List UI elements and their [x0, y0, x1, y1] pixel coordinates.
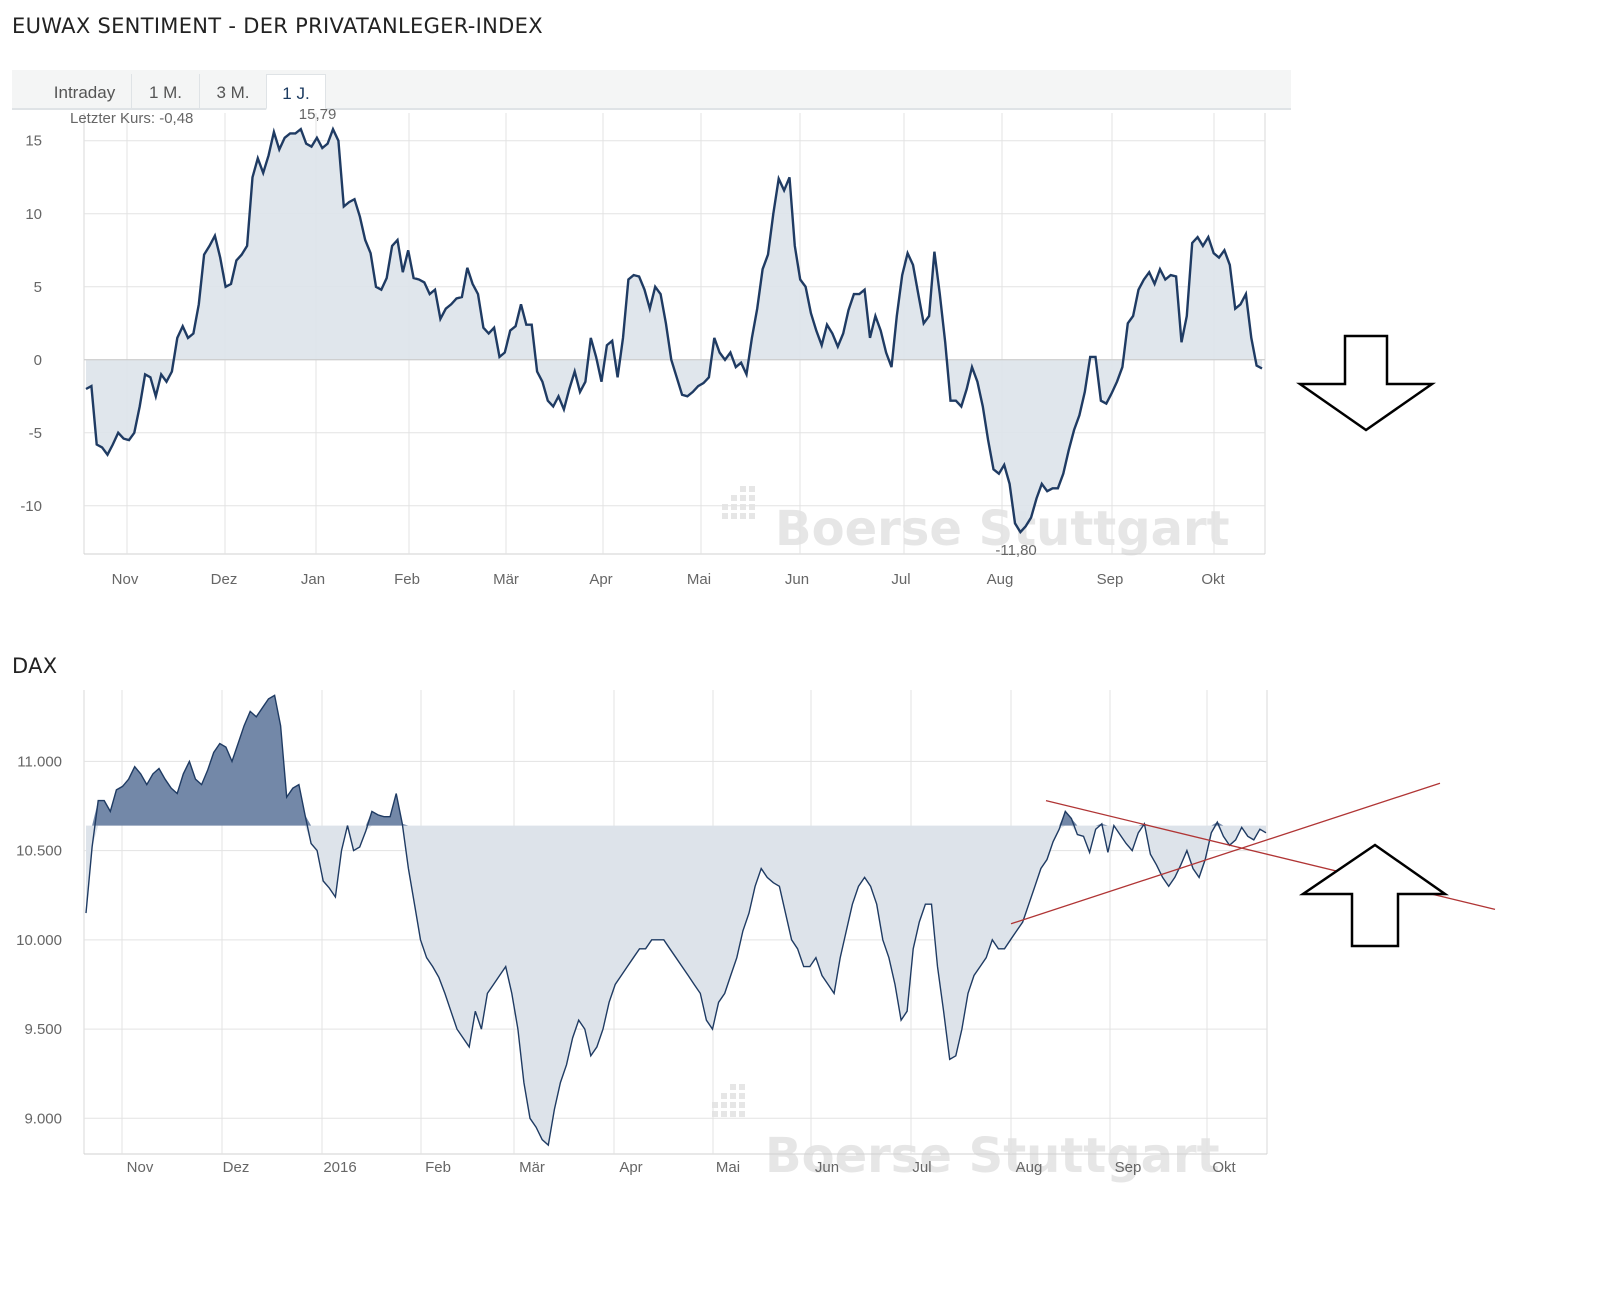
tab-3-months[interactable]: 3 M.: [216, 83, 250, 102]
logo-dot: [731, 504, 737, 510]
logo-dot: [721, 1111, 727, 1117]
x-tick-label: Jun: [785, 571, 809, 588]
x-tick-label: Mai: [687, 571, 711, 588]
x-axis: Nov Dez Jan Feb Mär Apr Mai Jun Jul Aug Sep Okt: [112, 571, 1226, 588]
logo-dot: [740, 504, 746, 510]
x-tick-label: Aug: [1016, 1159, 1043, 1176]
x-tick-label: Jul: [891, 571, 910, 588]
watermark-text: Boerse Stuttgart: [765, 1128, 1220, 1184]
trendlines: [1010, 782, 1496, 925]
logo-dot: [731, 495, 737, 501]
dax-title: DAX: [12, 654, 58, 678]
min-label: -11,80: [995, 542, 1036, 559]
y-tick-label: 15: [25, 133, 42, 150]
x-tick-label: Apr: [619, 1159, 642, 1176]
x-axis: Nov Dez 2016 Feb Mär Apr Mai Jun Jul Aug Sep Okt: [127, 1159, 1237, 1176]
y-tick-label: 0: [34, 352, 42, 369]
x-tick-label: Feb: [425, 1159, 451, 1176]
x-tick-label: Sep: [1115, 1159, 1142, 1176]
logo-dot: [721, 1093, 727, 1099]
x-tick-label: Jul: [912, 1159, 931, 1176]
logo-dot: [749, 486, 755, 492]
y-tick-label: 10.500: [16, 843, 62, 860]
tab-1-year[interactable]: 1 J.: [266, 74, 326, 110]
timeframe-tabs: Intraday 1 M. 3 M. 1 J.: [12, 70, 1291, 110]
logo-dot: [731, 513, 737, 519]
x-tick-label: Dez: [211, 571, 238, 588]
tab-intraday[interactable]: Intraday: [38, 74, 132, 110]
logo-dot: [749, 495, 755, 501]
x-tick-label: Okt: [1212, 1159, 1236, 1176]
x-tick-label: Sep: [1097, 571, 1124, 588]
x-tick-label: Nov: [112, 571, 139, 588]
tab-1-month[interactable]: 1 M.: [132, 74, 200, 110]
y-tick-label: -10: [20, 498, 42, 515]
logo-dot: [739, 1111, 745, 1117]
sentiment-title: EUWAX SENTIMENT - DER PRIVATANLEGER-INDE…: [12, 14, 543, 38]
x-tick-label: Dez: [223, 1159, 250, 1176]
logo-dot: [712, 1102, 718, 1108]
max-label: 15,79: [299, 106, 337, 123]
x-tick-label: Apr: [589, 571, 612, 588]
x-tick-label: 2016: [323, 1159, 356, 1176]
logo-dot: [722, 513, 728, 519]
y-tick-label: 10: [25, 206, 42, 223]
boerse-logo-icon: [722, 486, 755, 519]
last-price-label: Letzter Kurs: -0,48: [70, 110, 193, 127]
series-area-above: [86, 695, 1266, 826]
series-line: [85, 694, 1267, 1147]
logo-dot: [722, 504, 728, 510]
logo-dot: [739, 1084, 745, 1090]
logo-dot: [749, 513, 755, 519]
x-tick-label: Nov: [127, 1159, 154, 1176]
y-tick-label: 9.000: [24, 1110, 62, 1127]
x-tick-label: Feb: [394, 571, 420, 588]
y-tick-label: 11.000: [17, 753, 62, 770]
logo-dot: [730, 1102, 736, 1108]
logo-dot: [749, 504, 755, 510]
y-tick-label: 9.500: [24, 1021, 62, 1038]
logo-dot: [721, 1102, 727, 1108]
boerse-logo-icon: [712, 1084, 745, 1117]
logo-dot: [730, 1111, 736, 1117]
y-axis: -10 -5 0 5 10 15: [20, 133, 42, 515]
logo-dot: [740, 486, 746, 492]
x-tick-label: Mär: [493, 571, 519, 588]
logo-dot: [740, 495, 746, 501]
logo-dot: [730, 1093, 736, 1099]
logo-dot: [739, 1102, 745, 1108]
logo-dot: [739, 1093, 745, 1099]
x-tick-label: Jun: [815, 1159, 839, 1176]
logo-dot: [712, 1111, 718, 1117]
arrow-up-icon: [1298, 843, 1449, 948]
y-tick-label: 5: [34, 279, 42, 296]
x-tick-label: Okt: [1201, 571, 1225, 588]
x-tick-label: Mai: [716, 1159, 740, 1176]
logo-dot: [730, 1084, 736, 1090]
y-tick-label: -5: [29, 425, 42, 442]
x-tick-label: Jan: [301, 571, 325, 588]
logo-dot: [740, 513, 746, 519]
series-area: [86, 129, 1262, 533]
series-line: [85, 126, 1263, 535]
watermark: Boerse Stuttgart: [712, 1084, 1220, 1184]
y-axis: 9.000 9.500 10.000 10.500 11.000: [16, 753, 62, 1127]
x-tick-label: Aug: [987, 571, 1014, 588]
trendline: [1010, 782, 1441, 925]
y-tick-label: 10.000: [16, 932, 62, 949]
arrow-down-icon: [1296, 334, 1436, 432]
x-tick-label: Mär: [519, 1159, 545, 1176]
series-area-below: [86, 825, 1266, 1146]
